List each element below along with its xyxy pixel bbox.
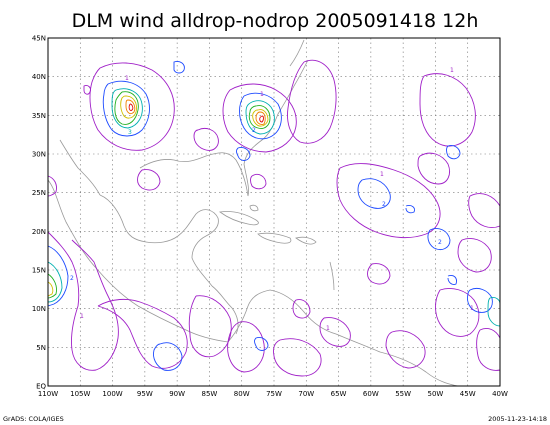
lon-tick-label: 65W [331,390,347,398]
lon-tick-label: 105W [70,390,90,398]
lat-tick-label: 15N [32,267,46,275]
contour-label: 3 [128,129,132,136]
footer-left: GrADS: COLA/IGES [3,415,64,423]
lon-tick-label: 75W [266,390,282,398]
lon-tick-label: 95W [137,390,153,398]
contour-label: 1 [450,67,454,74]
map-title: DLM wind alldrop-nodrop 2005091418 12h [72,10,479,32]
contour-labels: 1 1 1 1 1 1 1 2 2 2 2 3 [70,67,474,332]
contours-level-3 [47,88,501,327]
lon-tick-label: 45W [460,390,476,398]
contours-level-6-7 [125,99,266,125]
contour-label: 2 [252,127,256,134]
contour-label: 2 [382,201,386,208]
lon-tick-label: 110W [38,390,58,398]
lat-tick-label: 45N [32,35,46,43]
contours-level-5 [47,95,269,297]
lat-tick-label: 10N [32,305,46,313]
footer-right: 2005-11-23-14:18 [488,415,547,423]
contours-level-1 [47,59,501,377]
lon-tick-label: 80W [234,390,250,398]
contours-level-4 [47,91,271,299]
contour-label: 1 [125,75,129,82]
longitude-labels: 110W 105W 100W 95W 90W 85W 80W 75W 70W 65W 60W 55W 5… [38,390,508,398]
map-frame [47,37,501,387]
lat-tick-label: 30N [32,151,46,159]
contour-label: 1 [380,171,384,178]
lon-tick-label: 85W [202,390,218,398]
coastlines [47,39,459,387]
lon-tick-label: 100W [102,390,122,398]
latitude-labels: EQ 5N 10N 15N 20N 25N 30N 35N 40N 45N [32,35,47,391]
contour-label: 2 [438,239,442,246]
lon-tick-label: 90W [169,390,185,398]
contour-label: 1 [260,91,264,98]
lon-tick-label: 70W [298,390,314,398]
lat-tick-label: 20N [32,228,46,236]
contour-label: 2 [70,275,74,282]
contours-level-2 [47,61,493,371]
lon-tick-label: 55W [395,390,411,398]
lon-tick-label: 40W [492,390,508,398]
contour-label: 1 [470,305,474,312]
lon-tick-label: 50W [428,390,444,398]
lat-tick-label: 40N [32,73,46,81]
lat-tick-label: 5N [36,344,46,352]
lat-tick-label: EQ [36,383,46,391]
lat-tick-label: 35N [32,112,46,120]
contour-label: 1 [326,325,330,332]
lon-tick-label: 60W [363,390,379,398]
lat-tick-label: 25N [32,189,46,197]
contour-label: 1 [80,313,84,320]
